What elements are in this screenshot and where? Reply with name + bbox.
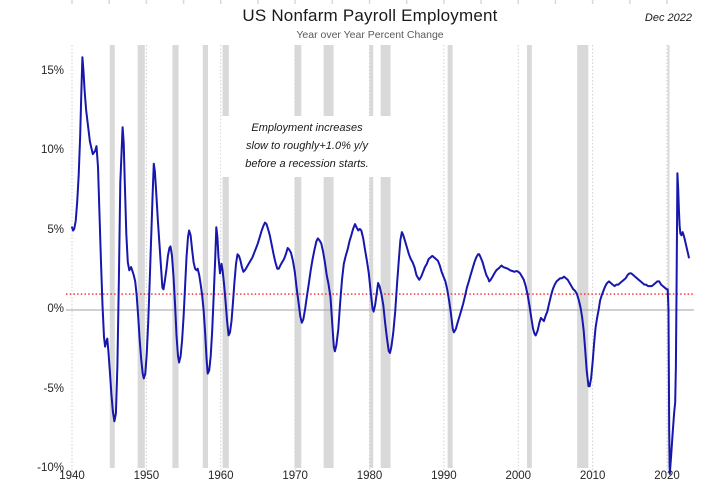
y-axis-label: 15%	[40, 64, 64, 77]
recession-band	[577, 45, 589, 468]
recession-band	[109, 45, 115, 468]
chart-subtitle: Year over Year Percent Change	[296, 29, 444, 41]
recession-band	[202, 45, 209, 468]
y-axis-label: 10%	[40, 144, 64, 156]
recession-band	[323, 45, 334, 468]
y-axis-label: -10%	[37, 462, 64, 474]
payroll-yoy-line	[71, 56, 690, 475]
y-axis-label: -5%	[43, 382, 64, 395]
x-axis-label: 2000	[505, 470, 532, 482]
recession-band	[294, 45, 302, 468]
recession-band	[526, 45, 532, 468]
as-of-date-label: Dec 2022	[644, 12, 692, 24]
x-axis-label: 1940	[59, 470, 85, 482]
annotation-line-2: slow to roughly+1.0% y/y	[246, 140, 368, 152]
chart-title: US Nonfarm Payroll Employment	[242, 6, 498, 25]
x-axis-label: 1980	[356, 470, 383, 482]
recession-band	[137, 45, 145, 468]
x-axis-label: 1950	[133, 470, 160, 482]
x-axis-label: 2020	[654, 470, 680, 482]
recession-band	[667, 45, 670, 468]
recession-band	[172, 45, 179, 468]
x-axis-label: 1970	[282, 470, 308, 482]
x-axis-label: 2010	[579, 470, 606, 482]
annotation-callout: Employment increases slow to roughly+1.0…	[221, 116, 393, 177]
x-axis-label: 1960	[207, 470, 234, 482]
y-axis-label: 5%	[47, 223, 64, 236]
recession-band	[380, 45, 391, 468]
annotation-line-3: before a recession starts.	[245, 158, 369, 170]
annotation-line-1: Employment increases	[251, 122, 363, 134]
y-axis-label: 0%	[47, 303, 64, 315]
recession-band	[447, 45, 453, 468]
recession-band	[369, 45, 374, 468]
recession-band	[222, 45, 229, 468]
x-axis-label: 1990	[431, 470, 457, 482]
